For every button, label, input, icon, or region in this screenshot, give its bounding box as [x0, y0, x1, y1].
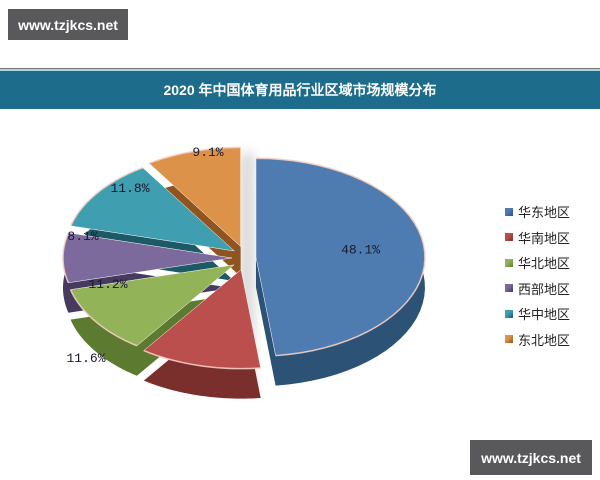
svg-text:11.8%: 11.8% — [110, 181, 149, 196]
svg-text:11.2%: 11.2% — [88, 277, 127, 292]
svg-text:48.1%: 48.1% — [341, 243, 380, 258]
svg-text:8.1%: 8.1% — [67, 229, 98, 244]
svg-text:11.6%: 11.6% — [66, 351, 105, 366]
svg-text:9.1%: 9.1% — [192, 145, 223, 160]
